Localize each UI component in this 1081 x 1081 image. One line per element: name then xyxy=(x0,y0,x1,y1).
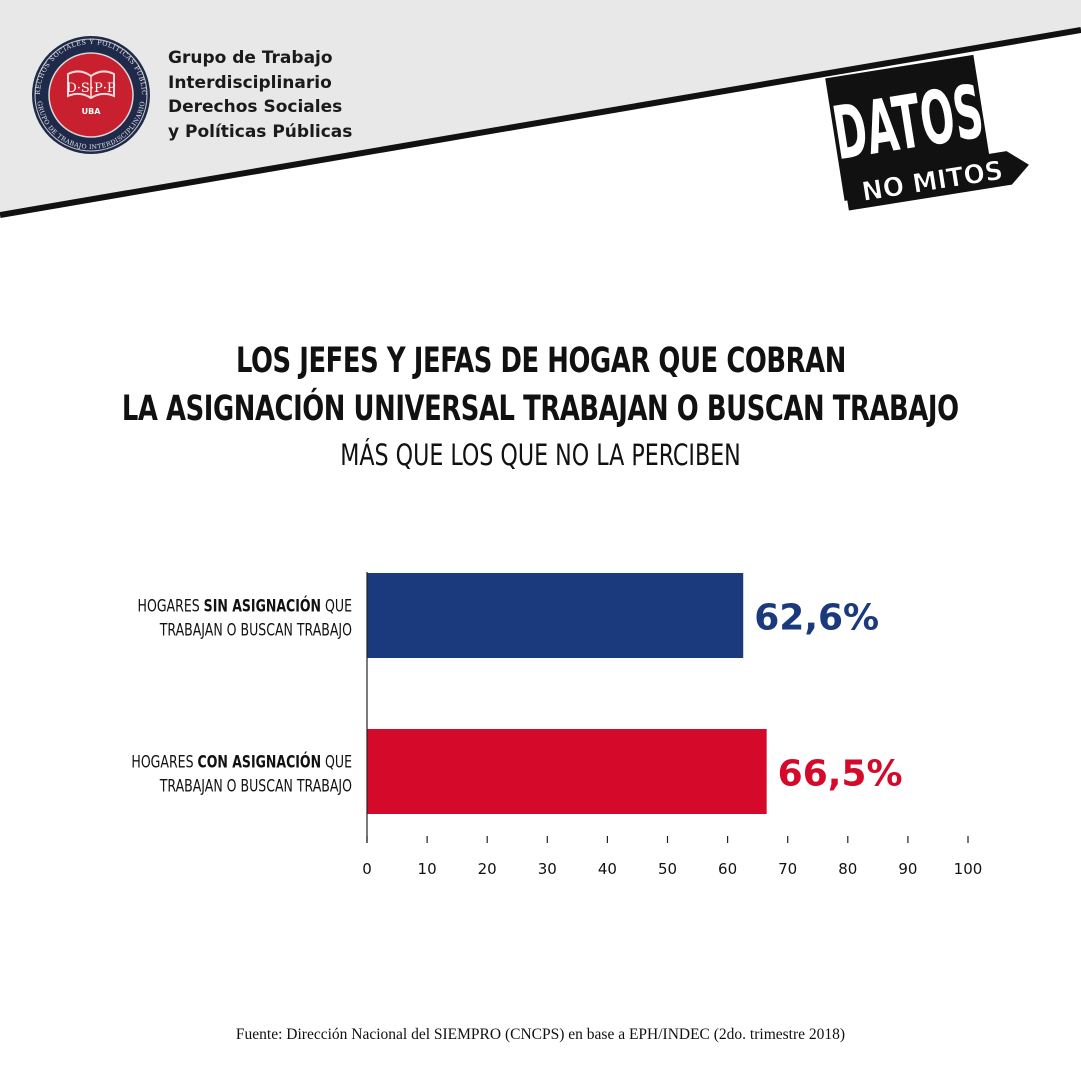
source-note: Fuente: Dirección Nacional del SIEMPRO (… xyxy=(235,1026,846,1043)
org-line: y Políticas Públicas xyxy=(168,121,353,142)
x-tick-label: 20 xyxy=(478,860,497,878)
bar xyxy=(367,573,744,658)
x-tick-label: 70 xyxy=(778,860,797,878)
category-label-part: QUE xyxy=(321,596,352,616)
category-label-part: QUE xyxy=(321,752,352,772)
book-icon xyxy=(67,70,115,100)
chart-title: LOS JEFES Y JEFAS DE HOGAR QUE COBRAN LA… xyxy=(0,337,1081,477)
x-tick-label: 0 xyxy=(362,860,372,878)
category-label-line-2: TRABAJAN O BUSCAN TRABAJO xyxy=(159,620,352,640)
x-tick-label: 50 xyxy=(658,860,677,878)
category-label-bold: SIN ASIGNACIÓN xyxy=(204,595,321,616)
title-line-2: LA ASIGNACIÓN UNIVERSAL TRABAJAN O BUSCA… xyxy=(122,389,959,429)
org-line: Derechos Sociales xyxy=(168,97,343,117)
org-line: Interdisciplinario xyxy=(168,72,332,93)
logo-university: UBA xyxy=(82,107,102,116)
x-tick-label: 80 xyxy=(838,860,857,878)
category-label-part: HOGARES xyxy=(131,752,197,772)
bar-value-label: 66,5% xyxy=(778,754,903,795)
title-line-1: LOS JEFES Y JEFAS DE HOGAR QUE COBRAN xyxy=(235,341,846,381)
x-tick-label: 60 xyxy=(718,860,737,878)
x-tick-label: 90 xyxy=(898,860,917,878)
bar-value-label: 62,6% xyxy=(754,598,879,639)
org-line: Grupo de Trabajo xyxy=(168,48,333,68)
dspp-logo: DERECHOS SOCIALES Y POLÍTICAS PÚBLICAS G… xyxy=(0,0,150,154)
x-tick-label: 30 xyxy=(538,860,557,878)
category-label-line-1: HOGARES CON ASIGNACIÓN QUE xyxy=(131,751,352,772)
category-label-line-2: TRABAJAN O BUSCAN TRABAJO xyxy=(159,776,352,796)
logo-monogram: D·S·P·P xyxy=(66,81,115,96)
x-tick-label: 100 xyxy=(954,860,983,878)
bar xyxy=(367,729,767,814)
header-band xyxy=(0,0,1081,215)
x-tick-label: 40 xyxy=(598,860,617,878)
organization-name: Grupo de Trabajo Interdisciplinario Dere… xyxy=(168,46,428,144)
category-label-part: HOGARES xyxy=(138,596,204,616)
category-label-line-1: HOGARES SIN ASIGNACIÓN QUE xyxy=(138,595,352,616)
category-label-bold: CON ASIGNACIÓN xyxy=(198,751,322,772)
x-tick-label: 10 xyxy=(418,860,437,878)
header-diagonal-line xyxy=(0,27,1081,218)
title-line-3: MÁS QUE LOS QUE NO LA PERCIBEN xyxy=(340,438,741,472)
